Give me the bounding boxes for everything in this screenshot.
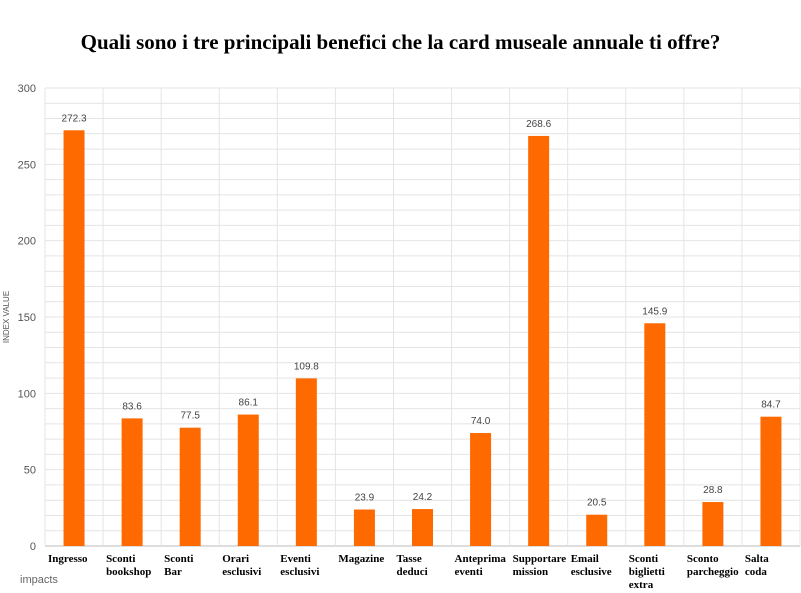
data-label: 28.8 (703, 485, 723, 496)
category-label: Email esclusive (571, 553, 612, 578)
bar (586, 514, 608, 546)
data-label: 268.6 (526, 119, 551, 130)
bar (470, 433, 492, 546)
bar (702, 502, 724, 546)
data-labels: 272.3 83.6 77.5 86.1 109.8 23.9 24.2 74.0 268.6 2… (62, 113, 782, 508)
data-label: 23.9 (355, 493, 375, 504)
category-label: Anteprima eventi (455, 553, 507, 578)
y-tick-label: 150 (18, 312, 36, 324)
data-label: 84.7 (761, 400, 781, 411)
bars (63, 130, 782, 547)
brand-logo: impacts (20, 574, 58, 586)
bar (295, 378, 317, 546)
bar (644, 323, 666, 546)
bar (237, 414, 259, 546)
category-label: Salta coda (745, 553, 769, 578)
y-axis-ticks: 0 50 100 150 200 250 300 (18, 83, 36, 553)
data-label: 145.9 (642, 306, 667, 317)
bar (63, 130, 85, 546)
category-label: Orari esclusivi (222, 553, 261, 578)
bar (412, 509, 433, 546)
category-label: Ingresso (48, 553, 88, 565)
y-tick-label: 0 (30, 541, 36, 553)
category-label: Tasse deduci (396, 553, 427, 578)
data-label: 109.8 (294, 361, 319, 372)
data-label: 86.1 (239, 398, 259, 409)
data-label: 83.6 (122, 401, 142, 412)
category-label: Supportare mission (513, 553, 567, 578)
y-tick-label: 100 (18, 388, 36, 400)
data-label: 77.5 (180, 411, 200, 422)
y-tick-label: 250 (18, 159, 36, 171)
category-label: Sconti bookshop (106, 553, 151, 578)
gridlines (44, 87, 801, 547)
category-label: Sconto parcheggio (687, 553, 739, 578)
y-tick-label: 300 (18, 83, 36, 95)
category-label: Magazine (338, 553, 384, 565)
y-axis-label: INDEX VALUE (2, 291, 11, 343)
y-tick-label: 200 (18, 236, 36, 248)
chart-title: Quali sono i tre principali benefici che… (80, 30, 721, 54)
data-label: 272.3 (62, 113, 87, 124)
bar (760, 416, 782, 546)
data-label: 74.0 (471, 416, 491, 427)
bar (179, 427, 201, 546)
category-label: Eventi esclusivi (280, 553, 319, 578)
bar (121, 418, 143, 546)
bar (528, 135, 550, 547)
y-tick-label: 50 (24, 465, 36, 477)
category-labels: Ingresso Sconti bookshop Sconti Bar Orari escl… (48, 553, 769, 591)
category-label: Sconti biglietti extra (629, 553, 665, 591)
bar (353, 509, 375, 546)
data-label: 20.5 (587, 498, 607, 509)
category-label: Sconti Bar (164, 553, 193, 578)
data-label: 24.2 (413, 492, 433, 503)
